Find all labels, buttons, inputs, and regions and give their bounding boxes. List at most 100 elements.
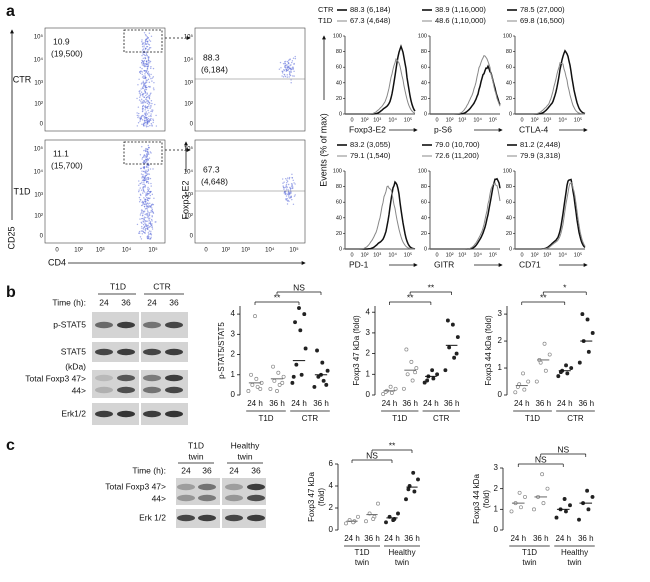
histogram-curve (430, 177, 501, 250)
event-dot (141, 179, 144, 181)
event-dot (147, 64, 150, 66)
data-dot (517, 490, 522, 495)
event-dot (144, 33, 147, 36)
event-dot (144, 230, 147, 232)
event-dot (145, 220, 147, 222)
y-tick-label: 60 (506, 65, 512, 71)
event-dot (148, 105, 150, 107)
event-dot (141, 45, 144, 48)
event-dot (281, 178, 284, 180)
data-dot (254, 376, 259, 381)
legend-value: 38.9 (1,16,000) (435, 5, 486, 14)
y-tick-label: 40 (336, 215, 342, 221)
event-dot (146, 99, 148, 101)
x-tick-label: 10⁵ (404, 116, 412, 123)
data-dot (532, 507, 536, 512)
event-dot (141, 225, 143, 228)
blot-band (143, 386, 161, 394)
data-dot (271, 364, 275, 369)
event-dot (143, 64, 145, 66)
event-dot (152, 203, 155, 206)
event-dot (144, 100, 146, 103)
data-dot (414, 366, 419, 371)
blot-band (95, 386, 113, 394)
x-tick-label: 36 h (533, 534, 549, 543)
event-dot (142, 95, 144, 97)
event-dot (146, 236, 148, 238)
data-dot (275, 389, 279, 393)
y-tick-label: 10² (34, 214, 43, 220)
event-dot (149, 107, 151, 109)
x-tick-label: 10³ (373, 117, 381, 123)
event-dot (286, 193, 289, 195)
event-dot (140, 209, 143, 211)
event-dot (143, 102, 145, 104)
blot-band (117, 321, 135, 329)
event-dot (285, 65, 287, 67)
event-dot (143, 155, 145, 157)
event-dot (141, 64, 144, 66)
event-dot (289, 196, 291, 198)
y-tick-label: 0 (190, 122, 194, 128)
data-dot (430, 368, 435, 373)
event-dot (145, 54, 148, 56)
event-dot (285, 188, 288, 190)
event-dot (146, 36, 148, 38)
event-dot (141, 123, 143, 125)
event-dot (139, 214, 142, 216)
group-label: T1D (110, 281, 126, 291)
group-label: CTR (433, 414, 450, 423)
x-tick-label: 10³ (458, 117, 466, 123)
event-dot (143, 167, 145, 170)
event-dot (145, 204, 148, 206)
event-dot (290, 79, 292, 81)
event-dot (151, 208, 154, 211)
x-tick-label: 36 h (578, 399, 594, 408)
data-dot (413, 370, 418, 375)
event-dot (149, 233, 151, 235)
event-dot (140, 173, 143, 175)
event-dot (136, 125, 139, 127)
event-dot (294, 194, 296, 196)
event-dot (151, 109, 153, 111)
data-dot (255, 384, 260, 389)
blot-band (95, 321, 113, 329)
event-dot (142, 105, 144, 107)
event-dot (148, 32, 151, 34)
event-dot (142, 162, 145, 164)
y-tick-label: 4 (231, 309, 236, 318)
event-dot (145, 126, 148, 128)
event-dot (143, 154, 146, 156)
event-dot (144, 213, 146, 216)
marker-label: GITR (434, 259, 454, 269)
data-dot (302, 312, 307, 317)
event-dot (146, 93, 148, 95)
event-dot (143, 46, 145, 48)
y-tick-label: 10⁴ (184, 169, 194, 176)
event-dot (143, 179, 146, 182)
y-tick-label: 0 (231, 390, 236, 399)
data-dot (534, 379, 539, 384)
x-tick-label: 24 h (557, 399, 573, 408)
data-dot (455, 335, 460, 339)
histogram-curve (345, 44, 416, 115)
event-dot (144, 70, 146, 72)
y-tick-label: 3 (231, 329, 236, 338)
y-tick-label: 100 (503, 33, 512, 39)
y-tick-label: 80 (336, 49, 342, 55)
data-dot (411, 470, 416, 475)
data-dot (416, 477, 420, 482)
event-dot (142, 80, 145, 82)
x-tick-label: 10³ (373, 252, 381, 258)
x-tick-label: 24 h (247, 399, 263, 408)
significance: ** (274, 292, 281, 302)
event-dot (290, 183, 293, 185)
data-dot (312, 384, 317, 389)
event-dot (139, 154, 142, 156)
y-tick-label: 40 (506, 215, 512, 221)
event-dot (147, 176, 149, 179)
x-tick-label: 0 (350, 117, 353, 123)
event-dot (146, 205, 148, 207)
event-dot (142, 187, 144, 189)
y-tick-label: 80 (421, 49, 427, 55)
